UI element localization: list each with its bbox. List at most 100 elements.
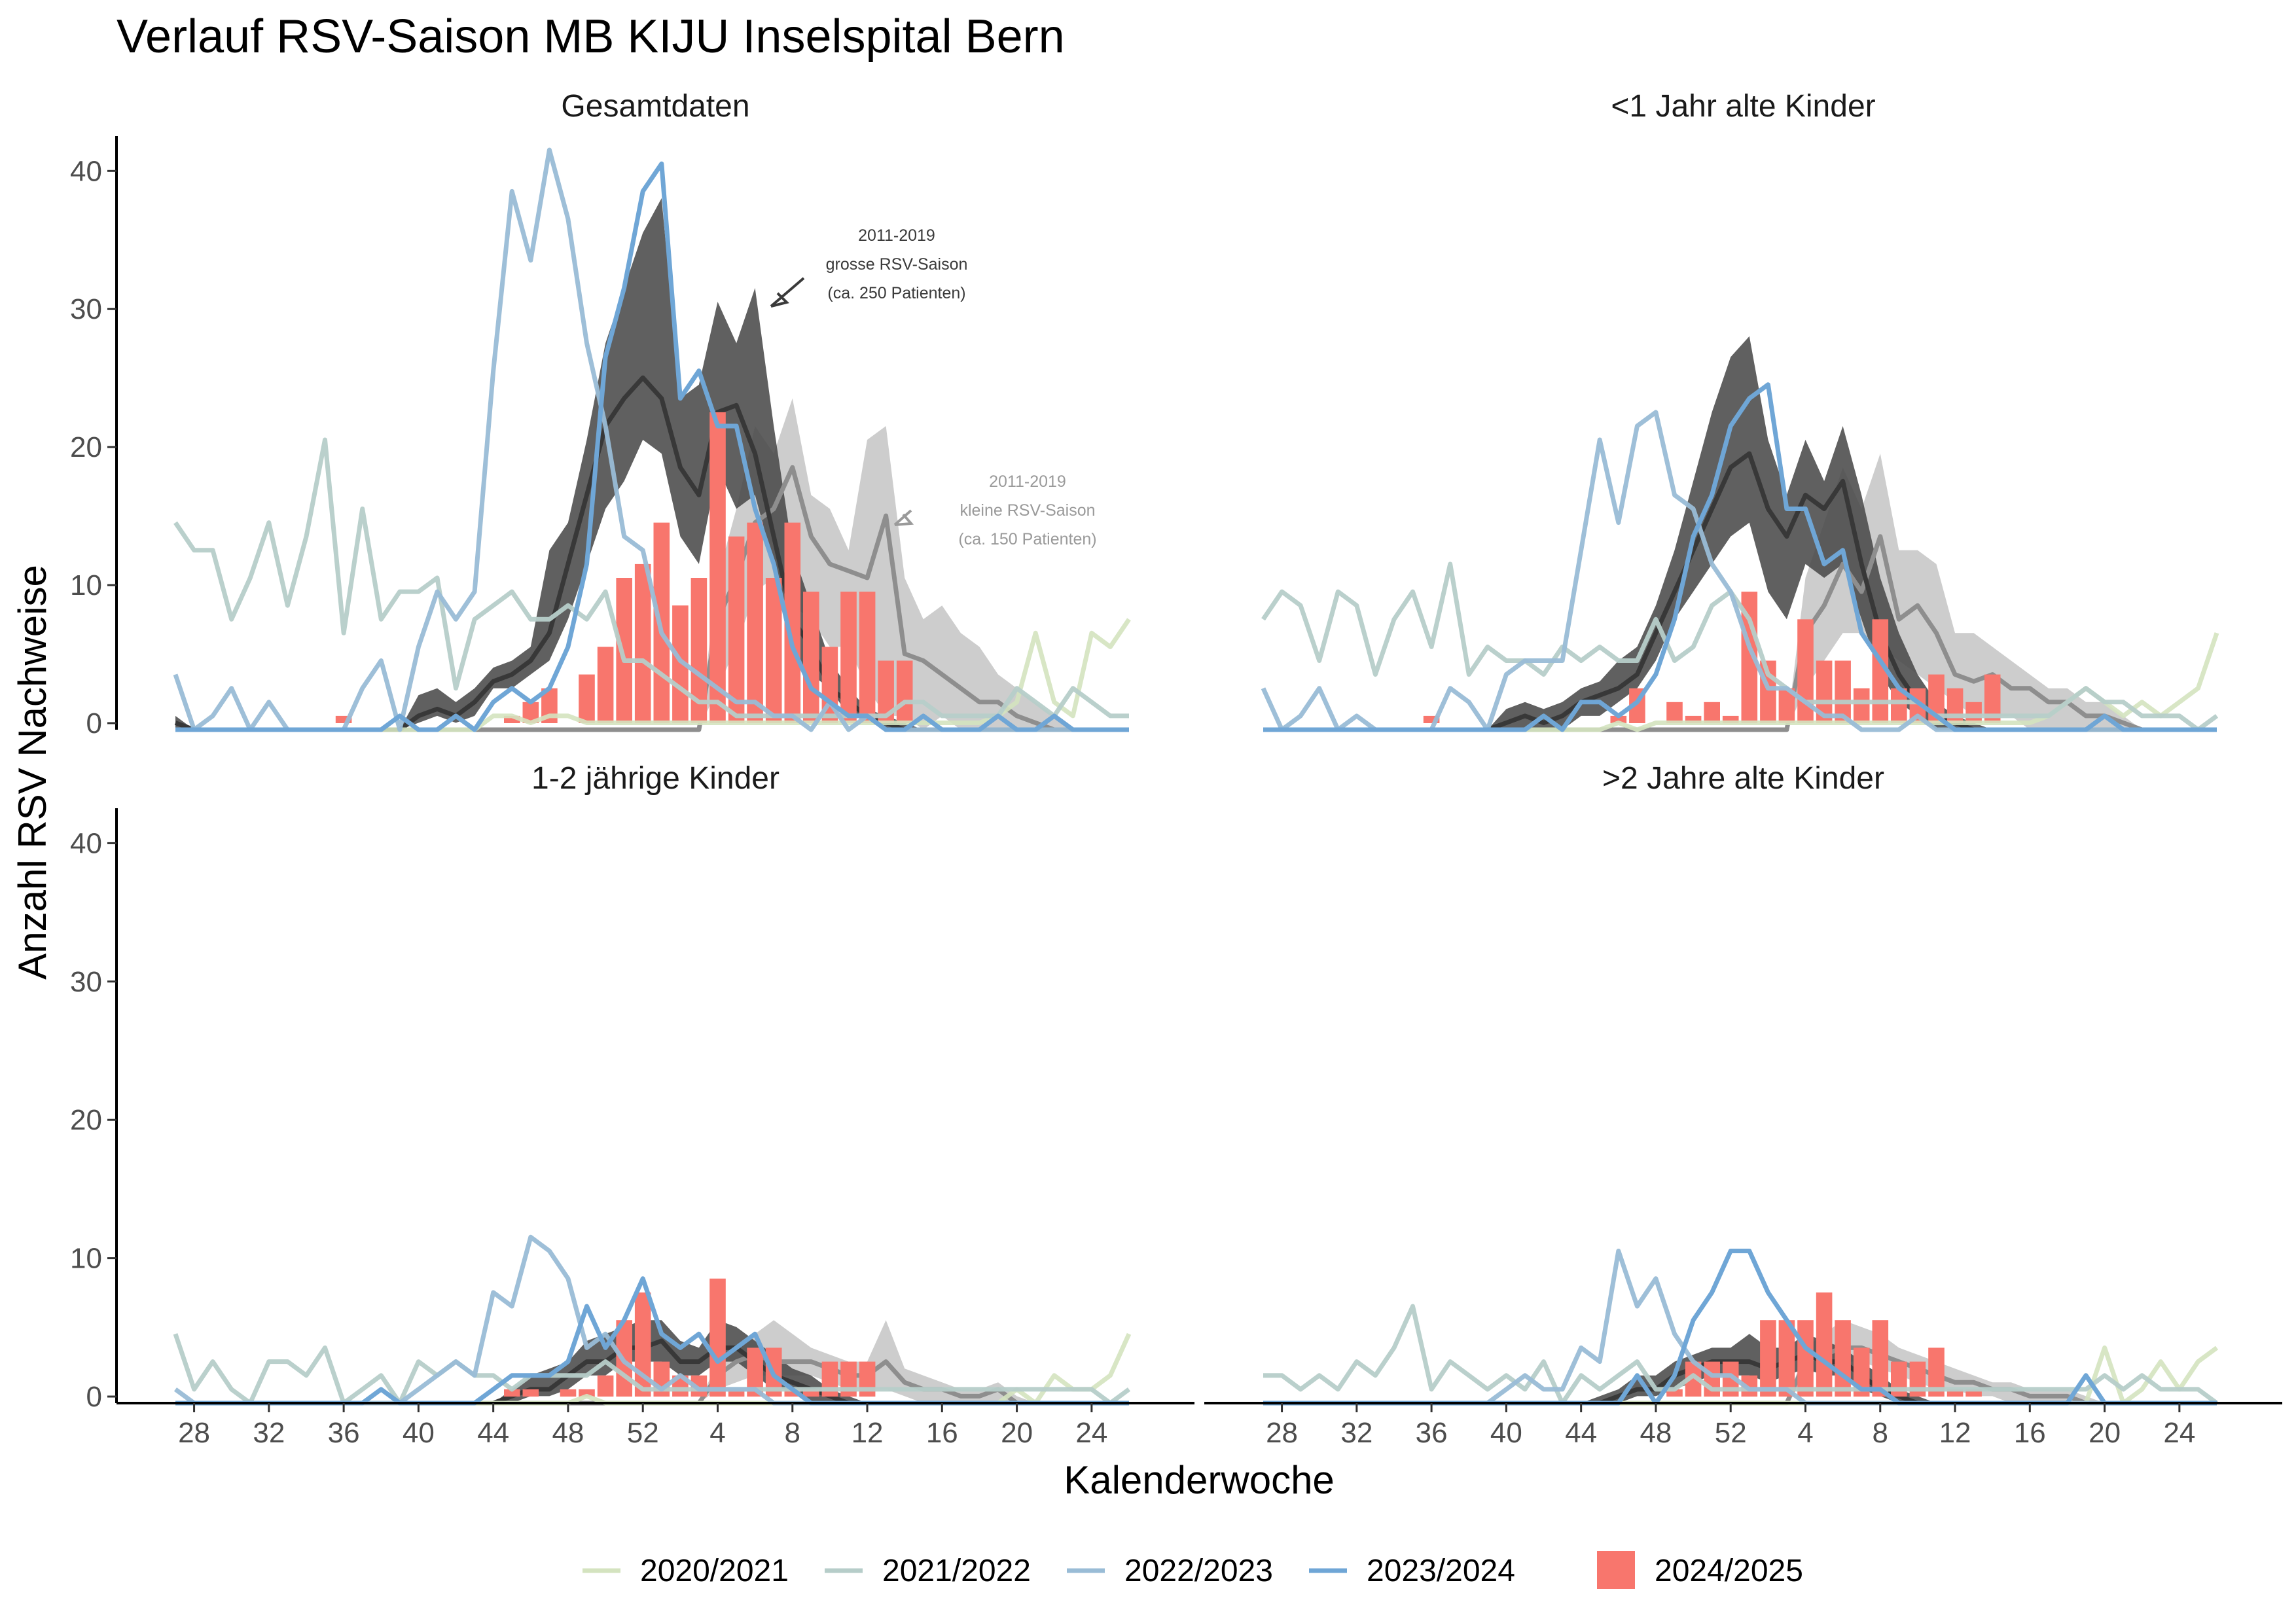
x-tick-label: 44	[477, 1417, 509, 1449]
x-tick-label: 20	[2089, 1417, 2121, 1449]
bar-2024-2025	[504, 715, 520, 723]
x-tick-label: 28	[178, 1417, 210, 1449]
bar-2024-2025	[896, 660, 913, 723]
x-tick-label: 36	[328, 1417, 360, 1449]
x-tick-label: 52	[627, 1417, 659, 1449]
bar-2024-2025	[728, 536, 745, 723]
bar-2024-2025	[579, 1389, 595, 1397]
big-season-band	[1263, 336, 2217, 730]
bar-2024-2025	[579, 674, 595, 723]
bar-2024-2025	[1835, 660, 1851, 723]
y-tick-label: 30	[70, 966, 102, 998]
bar-2024-2025	[859, 592, 876, 723]
bar-2024-2025	[1965, 702, 1982, 723]
x-tick-label: 48	[552, 1417, 584, 1449]
x-tick-label: 44	[1565, 1417, 1597, 1449]
y-tick-label: 40	[70, 827, 102, 859]
x-tick-label: 16	[2014, 1417, 2046, 1449]
annotation-arrowhead	[770, 292, 789, 308]
bar-2024-2025	[1872, 1320, 1889, 1397]
small-season-band	[175, 1320, 1129, 1403]
legend-item: 2022/2023	[1067, 1554, 1273, 1588]
small-season-line	[175, 1352, 1129, 1406]
bar-2024-2025	[728, 1389, 745, 1397]
x-tick-label: 28	[1266, 1417, 1298, 1449]
bar-2024-2025	[1760, 1320, 1776, 1397]
annotation: 2011-2019 grosse RSV-Saison (ca. 250 Patie…	[770, 226, 968, 308]
bar-2024-2025	[803, 592, 819, 723]
series-2021-2022	[173, 1333, 1131, 1406]
x-tick-label: 4	[1797, 1417, 1813, 1449]
annotation-arrowhead	[894, 513, 914, 526]
bar-2024-2025	[522, 1389, 539, 1397]
annotation-text: (ca. 250 Patienten)	[827, 284, 965, 302]
x-tick-label: 12	[1939, 1417, 1971, 1449]
bar-2024-2025	[634, 563, 651, 723]
panel-title: 1-2 jährige Kinder	[531, 761, 780, 796]
legend-item: 2023/2024	[1309, 1554, 1515, 1588]
series-2021-2022	[1263, 1304, 2219, 1406]
bar-2024-2025	[597, 1375, 614, 1397]
bar-2024-2025	[1797, 1320, 1814, 1397]
small-season-band	[1263, 454, 2217, 730]
x-tick-label: 32	[253, 1417, 285, 1449]
x-tick-label: 24	[1075, 1417, 1107, 1449]
legend-label: 2023/2024	[1367, 1554, 1515, 1588]
bar-2024-2025	[1610, 715, 1627, 723]
legend-label: 2024/2025	[1655, 1554, 1803, 1588]
legend-label: 2021/2022	[882, 1554, 1031, 1588]
series-2023-2024	[175, 161, 1129, 732]
legend-label: 2020/2021	[640, 1554, 789, 1588]
y-tick-label: 30	[70, 293, 102, 325]
x-tick-label: 24	[2163, 1417, 2195, 1449]
bar-2024-2025	[784, 1389, 801, 1397]
bars-2024-2025	[1666, 1292, 1982, 1397]
y-axis-label: Anzahl RSV Nachweise	[10, 565, 54, 980]
bar-2024-2025	[1778, 1320, 1795, 1397]
x-tick-label: 16	[926, 1417, 958, 1449]
series-2022-2023	[173, 1234, 1129, 1406]
bar-2024-2025	[616, 578, 632, 723]
x-tick-label: 8	[1873, 1417, 1888, 1449]
annotation-text: grosse RSV-Saison	[826, 255, 968, 274]
x-tick-label: 40	[1490, 1417, 1522, 1449]
y-tick-label: 20	[70, 1104, 102, 1136]
annotation-text: 2011-2019	[989, 473, 1066, 491]
series-2023-2024	[1263, 382, 2217, 732]
legend-item: 2020/2021	[583, 1554, 789, 1588]
bar-2024-2025	[840, 592, 857, 723]
bars-2024-2025	[335, 412, 913, 723]
small-season-band	[175, 398, 1129, 730]
panel-title: Gesamtdaten	[561, 89, 749, 124]
annotation-text: 2011-2019	[858, 226, 935, 245]
bar-2024-2025	[1423, 715, 1440, 723]
bar-2024-2025	[709, 412, 726, 723]
panel-1: Gesamtdaten 0 10 20 30 40 2011-2019 grosse RSV-…	[70, 89, 1131, 740]
legend: 2020/2021 2021/2022 2022/2023 2023/2024 2024…	[583, 1551, 1803, 1589]
bar-2024-2025	[1835, 1320, 1851, 1397]
x-tick-label: 8	[785, 1417, 800, 1449]
panel-title: >2 Jahre alte Kinder	[1602, 761, 1884, 796]
x-tick-label: 40	[403, 1417, 435, 1449]
bar-2024-2025	[1816, 1292, 1833, 1397]
bar-2024-2025	[1704, 702, 1720, 723]
bar-2024-2025	[597, 647, 614, 723]
bar-2024-2025	[1853, 688, 1870, 723]
legend-item: 2024/2025	[1597, 1551, 1803, 1589]
bar-2024-2025	[1946, 1389, 1964, 1397]
x-tick-label: 48	[1640, 1417, 1672, 1449]
bar-2024-2025	[1965, 1389, 1982, 1397]
annotation-arrow	[770, 277, 805, 308]
big-season-band	[1263, 1334, 2217, 1403]
bar-2024-2025	[335, 715, 352, 723]
y-tick-label: 10	[70, 569, 102, 601]
x-tick-label: 52	[1715, 1417, 1747, 1449]
series-2022-2023	[1263, 1249, 2217, 1406]
legend-swatch	[1597, 1551, 1635, 1589]
bar-2024-2025	[709, 1278, 726, 1397]
big-season-band	[175, 198, 1129, 730]
annotation-text: (ca. 150 Patienten)	[958, 530, 1096, 548]
